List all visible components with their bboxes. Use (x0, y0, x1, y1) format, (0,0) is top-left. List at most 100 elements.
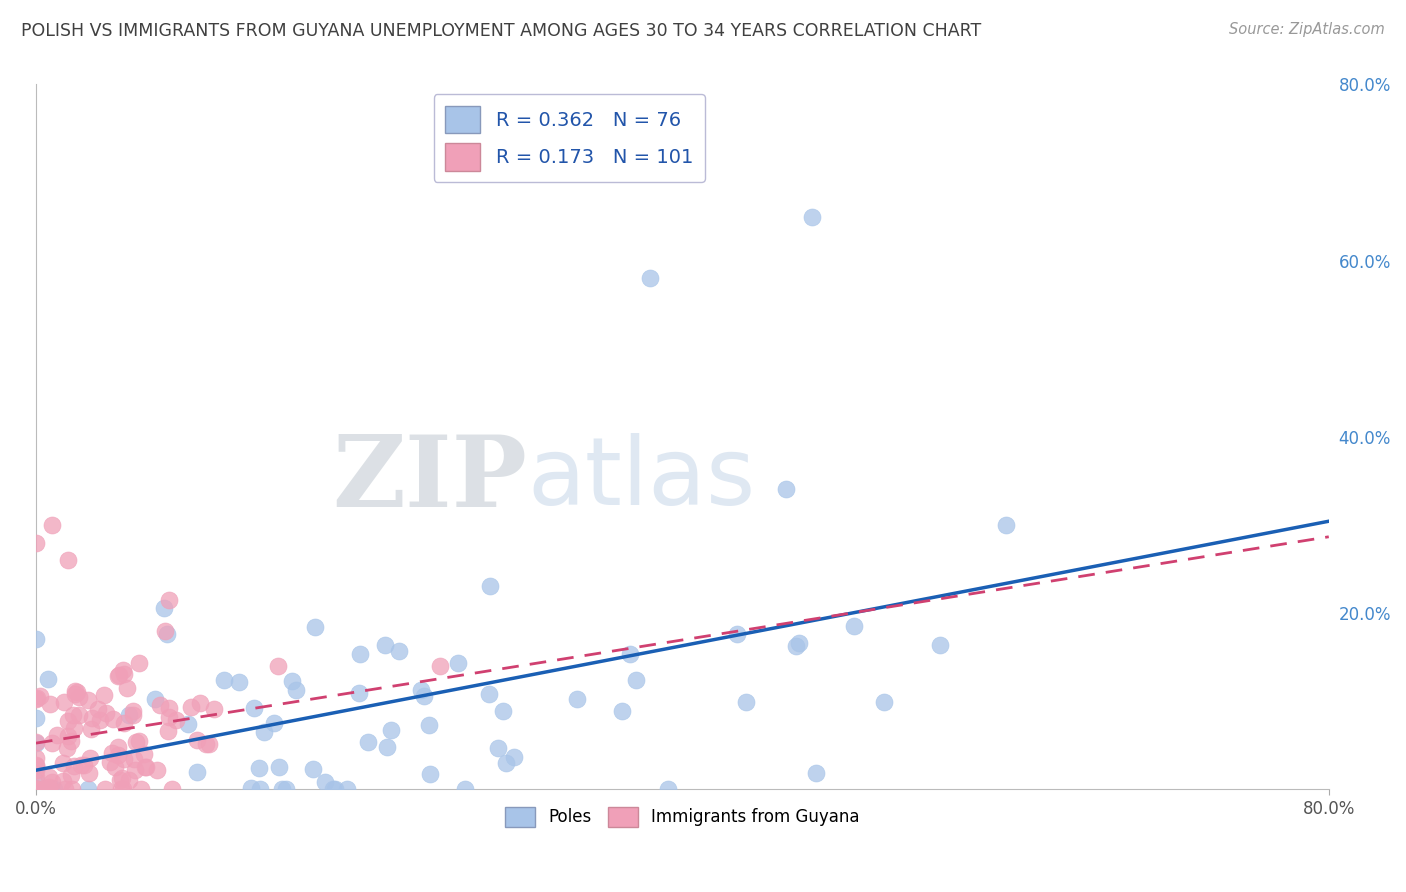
Point (56, 741, 79, 756)
Point (25, 782, 48, 797)
Point (165, 713, 187, 727)
Point (25, 773, 48, 788)
Point (873, 695, 896, 709)
Point (100, 755, 122, 769)
Point (478, 687, 501, 701)
Point (270, 782, 292, 797)
Point (87, 702, 110, 716)
Point (253, 725, 276, 739)
Point (188, 696, 211, 710)
Point (314, 775, 336, 789)
Point (25, 535, 48, 549)
Point (114, 716, 136, 731)
Point (46, 728, 69, 742)
Point (42, 782, 65, 797)
Point (657, 782, 679, 797)
Point (62, 721, 84, 735)
Point (62, 707, 84, 722)
Point (101, 747, 124, 761)
Point (41, 774, 63, 789)
Point (67, 690, 90, 705)
Point (79, 751, 101, 765)
Point (129, 782, 152, 797)
Point (41, 736, 63, 750)
Point (156, 723, 179, 738)
Point (419, 767, 441, 781)
Point (101, 712, 124, 726)
Point (37, 672, 59, 686)
Point (112, 663, 135, 677)
Point (93, 688, 115, 702)
Point (41, 517, 63, 532)
Point (125, 735, 148, 749)
Point (53, 782, 76, 797)
Point (124, 763, 146, 777)
Point (380, 723, 402, 737)
Point (429, 659, 451, 673)
Point (177, 717, 200, 731)
Point (121, 704, 143, 718)
Point (285, 683, 308, 698)
Point (134, 760, 156, 774)
Point (725, 627, 748, 641)
Legend: Poles, Immigrants from Guyana: Poles, Immigrants from Guyana (498, 800, 866, 834)
Point (418, 718, 440, 732)
Point (453, 782, 475, 797)
Point (619, 647, 641, 661)
Point (842, 619, 865, 633)
Text: atlas: atlas (527, 434, 755, 525)
Point (67, 708, 90, 723)
Point (25, 770, 48, 784)
Point (52, 695, 75, 709)
Point (25, 711, 48, 725)
Point (56, 714, 79, 728)
Point (82, 711, 104, 725)
Point (304, 619, 326, 633)
Point (118, 773, 141, 788)
Point (388, 644, 411, 658)
Point (25, 758, 48, 772)
Point (356, 735, 378, 749)
Point (66, 685, 89, 699)
Point (107, 747, 129, 762)
Point (59, 768, 82, 782)
Point (565, 692, 588, 706)
Point (323, 782, 346, 797)
Text: ZIP: ZIP (332, 431, 527, 527)
Point (25, 757, 48, 772)
Point (612, 704, 634, 718)
Point (202, 701, 225, 715)
Point (735, 695, 758, 709)
Point (775, 483, 797, 497)
Point (107, 669, 129, 683)
Point (25, 782, 48, 797)
Point (929, 638, 952, 652)
Point (134, 747, 156, 761)
Point (143, 692, 166, 706)
Point (263, 716, 285, 731)
Point (107, 740, 129, 755)
Point (249, 782, 271, 797)
Point (77, 693, 100, 707)
Point (486, 741, 509, 756)
Point (25, 751, 48, 765)
Point (39, 782, 62, 797)
Point (108, 668, 131, 682)
Point (25, 782, 48, 797)
Point (157, 700, 180, 714)
Point (155, 624, 177, 638)
Point (118, 708, 141, 723)
Point (63, 759, 86, 773)
Point (785, 640, 807, 654)
Point (25, 782, 48, 797)
Point (491, 704, 513, 718)
Point (157, 592, 180, 607)
Point (38, 782, 60, 797)
Point (336, 782, 359, 797)
Point (52, 773, 75, 788)
Point (76, 782, 98, 797)
Point (32, 782, 55, 797)
Point (80, 722, 103, 736)
Point (128, 734, 150, 748)
Point (111, 782, 134, 797)
